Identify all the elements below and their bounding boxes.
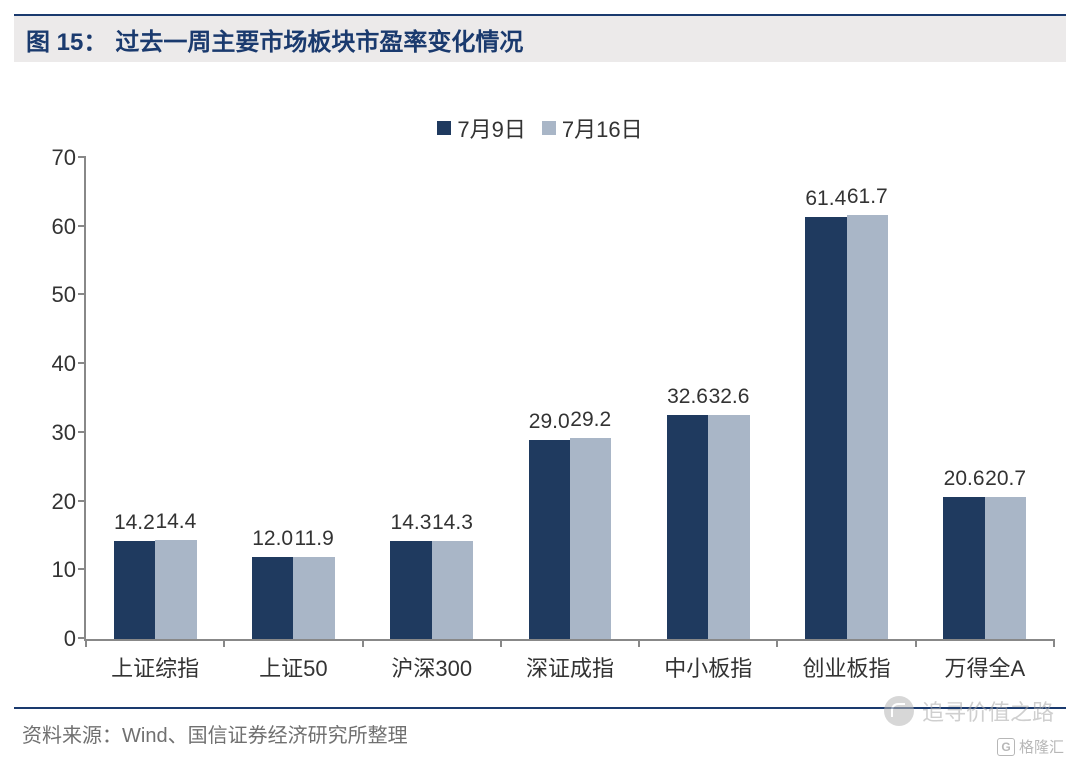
bar-data-label: 29.0 [529, 410, 570, 434]
x-tick-label: 上证综指 [111, 651, 199, 683]
bar-data-label: 29.2 [570, 408, 611, 432]
y-tick-mark [78, 225, 86, 227]
gelonghui-icon: G [997, 738, 1015, 756]
x-tick-mark [500, 639, 502, 647]
bar-data-label: 14.2 [114, 511, 155, 535]
x-tick-mark [915, 639, 917, 647]
bar: 11.9 [293, 557, 334, 639]
x-tick-label: 万得全A [945, 651, 1026, 683]
y-tick-label: 70 [52, 145, 76, 171]
x-tick-mark [638, 639, 640, 647]
bar: 61.4 [805, 217, 846, 639]
legend-swatch [437, 121, 451, 135]
bar: 14.3 [390, 541, 431, 639]
y-tick-mark [78, 500, 86, 502]
watermark-icon [884, 696, 914, 726]
x-tick-mark [1053, 639, 1055, 647]
y-tick-label: 40 [52, 351, 76, 377]
bar: 29.2 [570, 438, 611, 639]
x-tick-mark [776, 639, 778, 647]
x-tick-label: 上证50 [259, 651, 327, 683]
watermark-text: 追寻价值之路 [922, 695, 1054, 727]
legend-swatch [542, 121, 556, 135]
bar-data-label: 61.4 [805, 187, 846, 211]
x-tick-label: 创业板指 [803, 651, 891, 683]
bar-data-label: 20.6 [944, 467, 985, 491]
x-tick-mark [223, 639, 225, 647]
source-text: 资料来源：Wind、国信证券经济研究所整理 [22, 719, 408, 748]
y-tick-mark [78, 156, 86, 158]
x-tick-label: 深证成指 [526, 651, 614, 683]
bar-data-label: 14.3 [432, 511, 473, 535]
bar-data-label: 20.7 [985, 467, 1026, 491]
x-tick-label: 中小板指 [664, 651, 752, 683]
x-tick-mark [85, 639, 87, 647]
y-tick-mark [78, 568, 86, 570]
bar: 14.2 [114, 541, 155, 639]
bar-data-label: 11.9 [294, 527, 333, 551]
bar: 12.0 [252, 557, 293, 639]
bar-data-label: 32.6 [667, 385, 708, 409]
bar: 32.6 [708, 415, 749, 639]
x-tick-mark [362, 639, 364, 647]
bar: 61.7 [847, 215, 888, 639]
watermark: 追寻价值之路 [884, 695, 1054, 727]
figure-number: 图 15： [26, 22, 107, 57]
legend-item: 7月9日 [437, 112, 525, 144]
title-bar: 图 15： 过去一周主要市场板块市盈率变化情况 [14, 14, 1066, 62]
legend-label: 7月16日 [562, 112, 643, 144]
legend-item: 7月16日 [542, 112, 643, 144]
bar: 14.3 [432, 541, 473, 639]
x-tick-label: 沪深300 [391, 651, 472, 683]
y-tick-label: 60 [52, 214, 76, 240]
bar: 29.0 [529, 440, 570, 639]
legend: 7月9日 7月16日 [14, 112, 1066, 144]
y-tick-mark [78, 362, 86, 364]
y-tick-label: 30 [52, 420, 76, 446]
bar: 20.7 [985, 497, 1026, 639]
legend-label: 7月9日 [457, 112, 525, 144]
gelonghui-watermark: G 格隆汇 [997, 736, 1064, 757]
figure-title: 过去一周主要市场板块市盈率变化情况 [115, 22, 523, 57]
bar-data-label: 32.6 [709, 385, 750, 409]
y-tick-label: 50 [52, 282, 76, 308]
bar: 14.4 [155, 540, 196, 639]
bar-data-label: 12.0 [252, 527, 293, 551]
bar-data-label: 14.3 [391, 511, 432, 535]
y-tick-label: 20 [52, 489, 76, 515]
y-tick-label: 10 [52, 557, 76, 583]
y-tick-mark [78, 293, 86, 295]
bar-data-label: 61.7 [847, 185, 888, 209]
bar: 20.6 [943, 497, 984, 639]
y-tick-label: 0 [64, 626, 76, 652]
bar-data-label: 14.4 [155, 510, 196, 534]
y-tick-mark [78, 431, 86, 433]
bar: 32.6 [667, 415, 708, 639]
figure-container: 图 15： 过去一周主要市场板块市盈率变化情况 7月9日7月16日 010203… [0, 0, 1080, 765]
chart-region: 7月9日7月16日 010203040506070上证综指上证50沪深300深证… [14, 80, 1066, 693]
gelonghui-text: 格隆汇 [1019, 736, 1064, 757]
plot-area: 010203040506070上证综指上证50沪深300深证成指中小板指创业板指… [84, 158, 1054, 641]
